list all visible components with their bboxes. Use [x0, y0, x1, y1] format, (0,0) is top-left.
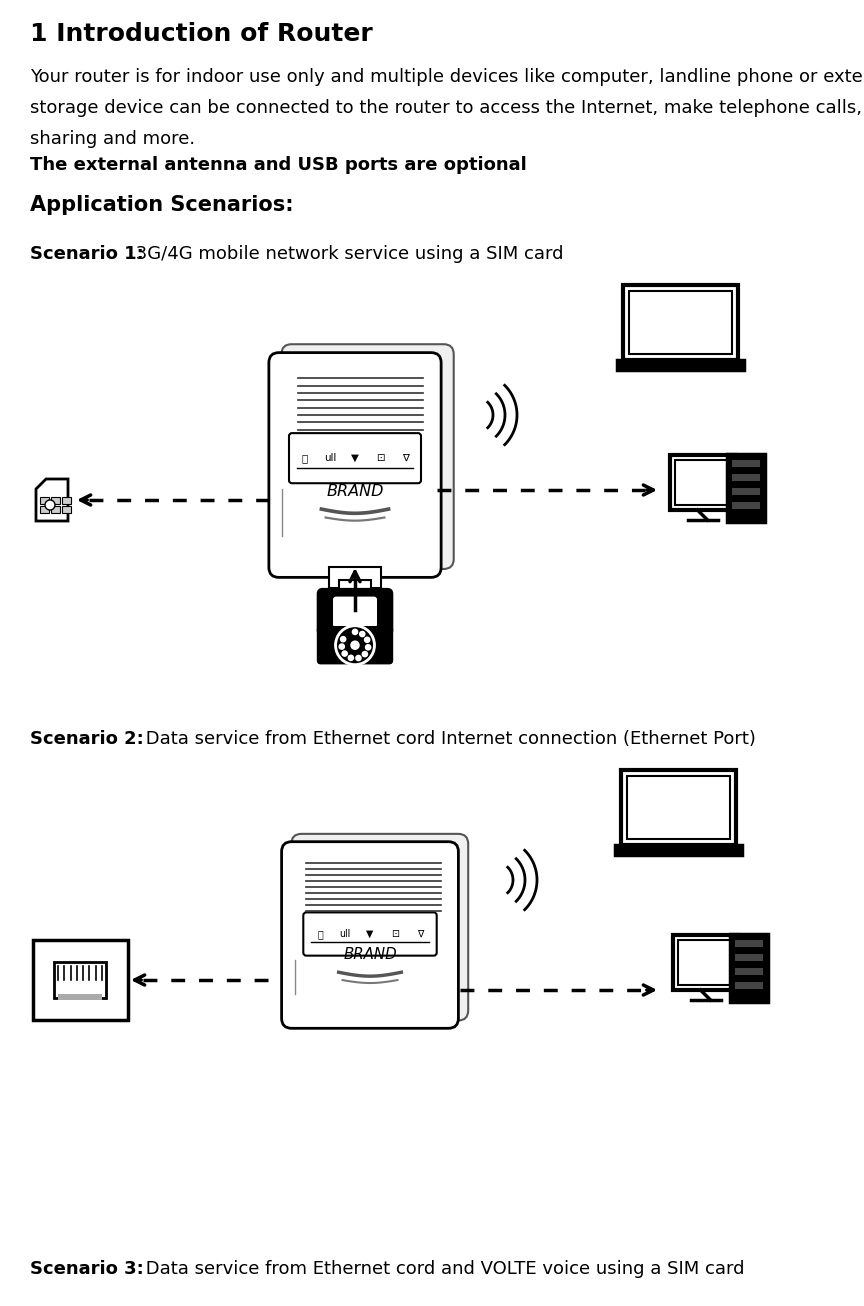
Polygon shape [328, 567, 381, 589]
Text: 3G/4G mobile network service using a SIM card: 3G/4G mobile network service using a SIM… [130, 246, 563, 263]
Bar [33, 940, 128, 1020]
Text: Application Scenarios:: Application Scenarios: [30, 195, 294, 215]
Text: ⊡: ⊡ [376, 453, 384, 464]
Bar [675, 460, 730, 505]
Circle shape [339, 644, 345, 650]
Text: The external antenna and USB ports are optional: The external antenna and USB ports are o… [30, 155, 527, 174]
Text: Scenario 3:: Scenario 3: [30, 1260, 143, 1279]
Bar [628, 291, 732, 354]
Bar [58, 994, 102, 1000]
Text: ▼: ▼ [351, 453, 359, 464]
Circle shape [364, 636, 371, 643]
Bar [732, 488, 760, 495]
Text: ⊡: ⊡ [391, 929, 399, 939]
Bar [614, 845, 741, 855]
Text: BRAND: BRAND [343, 947, 397, 963]
Text: sharing and more.: sharing and more. [30, 129, 195, 148]
Bar [673, 935, 738, 990]
Circle shape [361, 650, 368, 657]
Text: ∇: ∇ [416, 929, 423, 939]
Circle shape [350, 640, 359, 650]
Bar [735, 953, 763, 961]
Bar [62, 505, 71, 513]
Bar [51, 505, 60, 513]
FancyBboxPatch shape [291, 833, 468, 1020]
Text: ⏻: ⏻ [302, 453, 308, 464]
Text: ∇: ∇ [402, 453, 409, 464]
Bar [51, 498, 60, 504]
Circle shape [347, 654, 354, 661]
Bar [678, 940, 733, 985]
FancyBboxPatch shape [282, 841, 459, 1028]
Text: Data service from Ethernet cord and VOLTE voice using a SIM card: Data service from Ethernet cord and VOLT… [140, 1260, 745, 1279]
Text: Scenario 2:: Scenario 2: [30, 730, 143, 748]
Bar [735, 968, 763, 976]
Text: ull: ull [340, 929, 351, 939]
Text: BRAND: BRAND [327, 483, 384, 499]
Circle shape [341, 650, 348, 657]
Bar [622, 285, 738, 360]
Text: ⏻: ⏻ [317, 929, 323, 939]
FancyBboxPatch shape [269, 353, 442, 577]
FancyBboxPatch shape [282, 345, 454, 569]
Bar [732, 502, 760, 509]
Polygon shape [36, 479, 68, 521]
Text: Scenario 1:: Scenario 1: [30, 246, 143, 263]
FancyBboxPatch shape [333, 597, 377, 627]
Circle shape [355, 654, 362, 661]
Bar [40, 498, 49, 504]
Bar [40, 505, 49, 513]
Bar [730, 934, 768, 1002]
Bar [735, 940, 763, 947]
Circle shape [352, 628, 359, 635]
Bar [727, 454, 765, 522]
Text: ▼: ▼ [366, 929, 373, 939]
Circle shape [334, 624, 376, 666]
Text: 1 Introduction of Router: 1 Introduction of Router [30, 22, 372, 46]
FancyBboxPatch shape [317, 588, 393, 636]
Circle shape [340, 636, 346, 643]
Bar [617, 360, 744, 370]
Text: Data service from Ethernet cord Internet connection (Ethernet Port): Data service from Ethernet cord Internet… [140, 730, 756, 748]
Bar [54, 963, 106, 998]
FancyBboxPatch shape [317, 626, 393, 665]
Circle shape [45, 500, 55, 511]
Bar [670, 454, 735, 511]
Circle shape [337, 627, 373, 663]
Bar [732, 474, 760, 481]
Circle shape [365, 644, 372, 650]
Text: ull: ull [324, 453, 336, 464]
Bar [732, 460, 760, 468]
Bar [626, 776, 729, 838]
FancyBboxPatch shape [289, 434, 421, 483]
Bar [735, 982, 763, 989]
Text: storage device can be connected to the router to access the Internet, make telep: storage device can be connected to the r… [30, 99, 864, 116]
FancyBboxPatch shape [303, 913, 436, 956]
Circle shape [359, 631, 365, 637]
Bar [62, 498, 71, 504]
Bar [620, 771, 735, 845]
Text: Your router is for indoor use only and multiple devices like computer, landline : Your router is for indoor use only and m… [30, 68, 864, 86]
